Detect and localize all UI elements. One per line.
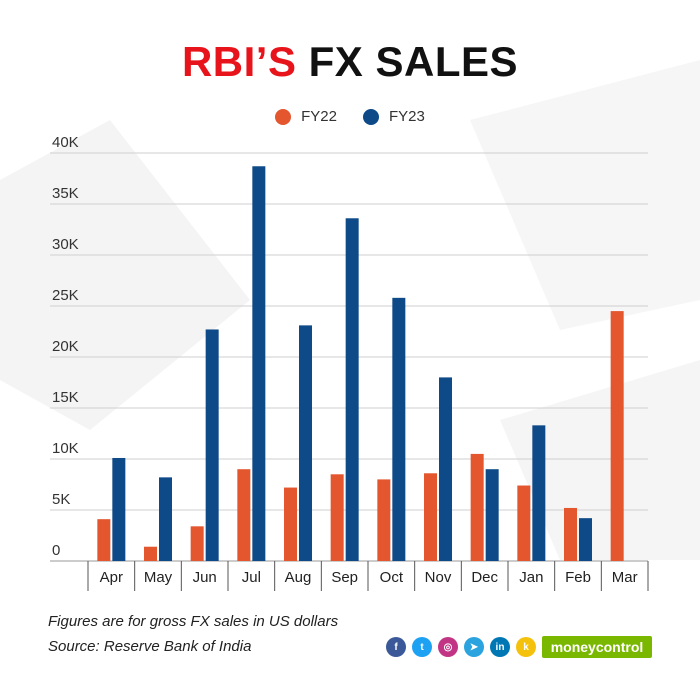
figures-note: Figures are for gross FX sales in US dol… — [48, 613, 339, 630]
x-tick-label: Jan — [519, 569, 543, 586]
x-tick-label: Apr — [100, 569, 123, 586]
legend-swatch-fy23 — [363, 108, 379, 125]
legend-item-fy22: FY22 — [275, 108, 337, 125]
social-icons: f t ◎ ➤ in k — [386, 637, 536, 657]
twitter-icon[interactable]: t — [412, 637, 432, 657]
bar-fy22-may — [144, 546, 157, 561]
bar-fy22-sep — [330, 474, 344, 561]
legend-label-fy23: FY23 — [389, 108, 425, 125]
y-tick-label: 15K — [52, 389, 79, 406]
bar-fy22-aug — [284, 487, 297, 561]
y-tick-label: 35K — [52, 185, 79, 202]
x-tick-label: Feb — [565, 569, 591, 586]
bar-fy23-sep — [345, 218, 359, 561]
bar-fy22-nov — [424, 473, 437, 561]
title-accent: RBI’S — [181, 38, 297, 85]
legend-label-fy22: FY22 — [301, 108, 337, 125]
bar-fy22-jan — [517, 485, 531, 561]
telegram-icon[interactable]: ➤ — [464, 637, 484, 657]
x-tick-label: Jun — [193, 569, 217, 586]
source-note: Source: Reserve Bank of India — [48, 638, 252, 655]
bar-fy23-nov — [439, 377, 452, 561]
bar-fy22-dec — [470, 453, 484, 561]
bar-fy23-oct — [392, 297, 406, 561]
koo-icon[interactable]: k — [516, 637, 536, 657]
legend: FY22 FY23 — [0, 108, 700, 125]
moneycontrol-logo: moneycontrol — [542, 636, 652, 658]
bar-chart: 0 5K 10K 15K 20K 25K 30K 35K 40K Apr May Jun Jul Aug S… — [50, 134, 649, 591]
bar-fy23-jun — [205, 329, 219, 561]
bar-fy23-may — [159, 477, 172, 561]
bar-fy23-aug — [299, 325, 312, 561]
legend-item-fy23: FY23 — [363, 108, 425, 125]
y-tick-label: 40K — [52, 134, 79, 151]
x-tick-label: Nov — [425, 569, 452, 586]
bar-fy22-oct — [377, 479, 391, 561]
bar-fy22-mar — [610, 311, 624, 561]
title-rest: FX SALES — [308, 38, 519, 85]
bar-fy22-feb — [564, 507, 577, 561]
linkedin-icon[interactable]: in — [490, 637, 510, 657]
x-tick-label: Dec — [471, 569, 498, 586]
y-tick-label: 20K — [52, 338, 79, 355]
x-tick-label: Jul — [242, 569, 261, 586]
bar-fy22-jul — [237, 469, 251, 561]
y-tick-label: 30K — [52, 236, 79, 253]
facebook-icon[interactable]: f — [386, 637, 406, 657]
x-tick-label: Mar — [612, 569, 638, 586]
instagram-icon[interactable]: ◎ — [438, 637, 458, 657]
bar-fy23-jul — [252, 166, 266, 561]
bar-fy22-jun — [190, 526, 204, 561]
bar-fy23-dec — [485, 469, 499, 561]
legend-swatch-fy22 — [275, 108, 292, 125]
chart-title: RBI’S FX SALES — [0, 38, 700, 86]
bar-fy22-apr — [97, 519, 111, 561]
y-tick-label: 10K — [52, 440, 79, 457]
x-tick-label: Oct — [380, 569, 404, 586]
x-tick-label: Aug — [285, 569, 312, 586]
x-tick-label: Sep — [331, 569, 358, 586]
y-tick-label: 0 — [52, 542, 60, 559]
bar-fy23-feb — [579, 518, 592, 561]
bar-fy23-apr — [112, 457, 126, 561]
bar-fy23-jan — [532, 425, 546, 561]
y-tick-label: 5K — [52, 491, 70, 508]
y-tick-label: 25K — [52, 287, 79, 304]
x-tick-label: May — [144, 569, 173, 586]
